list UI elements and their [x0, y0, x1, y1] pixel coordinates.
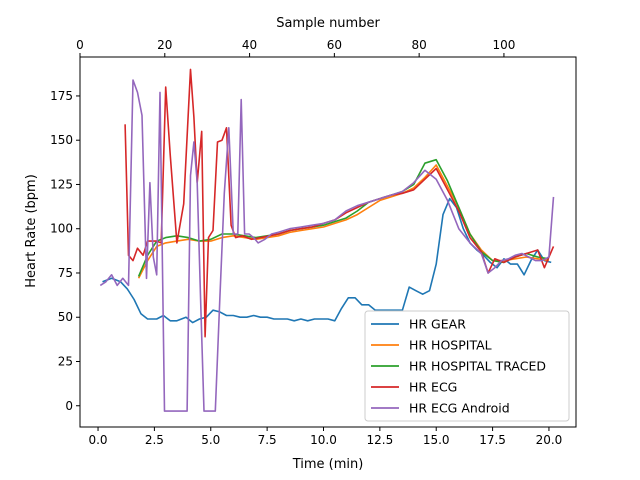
legend-label: HR ECG	[409, 380, 457, 395]
y-tick-label: 25	[58, 354, 73, 368]
y-axis-label: Heart Rate (bpm)	[24, 174, 39, 288]
x-tick-label: 15.0	[423, 433, 450, 447]
x-tick-label: 2.5	[145, 433, 164, 447]
y-tick-label: 175	[50, 89, 73, 103]
plot-frame	[79, 56, 577, 428]
legend-label: HR ECG Android	[409, 401, 510, 416]
x-tick-label: 10.0	[310, 433, 337, 447]
legend-label: HR GEAR	[409, 317, 466, 332]
plot-area: 0.0 2.5 5.0 7.5 10.0 12.5 15.0 17.5 20.0 0 25 50 75…	[50, 38, 577, 447]
top-tick-label: 60	[327, 38, 342, 52]
top-tick-label: 0	[76, 38, 84, 52]
x-axis-label: Time (min)	[292, 457, 364, 472]
y-axis: 0 25 50 75 100 125 150 175	[50, 89, 80, 413]
y-tick-label: 0	[65, 399, 73, 413]
legend-box	[364, 310, 570, 422]
x-tick-label: 17.5	[479, 433, 506, 447]
top-tick-label: 80	[412, 38, 427, 52]
bottom-x-axis: 0.0 2.5 5.0 7.5 10.0 12.5 15.0 17.5 20.0	[88, 427, 562, 447]
top-tick-label: 40	[242, 38, 257, 52]
legend-label: HR HOSPITAL TRACED	[409, 359, 546, 374]
series-layer	[99, 68, 555, 412]
x-tick-label: 20.0	[536, 433, 563, 447]
y-tick-label: 75	[58, 266, 73, 280]
x-tick-label: 7.5	[258, 433, 277, 447]
series-line-hr-ecg-android	[99, 79, 555, 412]
series-line-hr-ecg	[124, 68, 555, 338]
y-tick-label: 100	[50, 222, 73, 236]
top-tick-label: 100	[492, 38, 515, 52]
y-tick-label: 125	[50, 177, 73, 191]
y-tick-label: 50	[58, 310, 73, 324]
legend-label: HR HOSPITAL	[409, 338, 492, 353]
x-tick-label: 12.5	[366, 433, 393, 447]
top-x-axis: 0 20 40 60 80 100	[76, 38, 515, 57]
x-tick-label: 0.0	[88, 433, 107, 447]
y-tick-label: 150	[50, 133, 73, 147]
top-x-axis-label: Sample number	[276, 16, 380, 31]
x-tick-label: 5.0	[201, 433, 220, 447]
legend: HR GEAR HR HOSPITAL HR HOSPITAL TRACED HR E…	[364, 310, 570, 422]
top-tick-label: 20	[157, 38, 172, 52]
